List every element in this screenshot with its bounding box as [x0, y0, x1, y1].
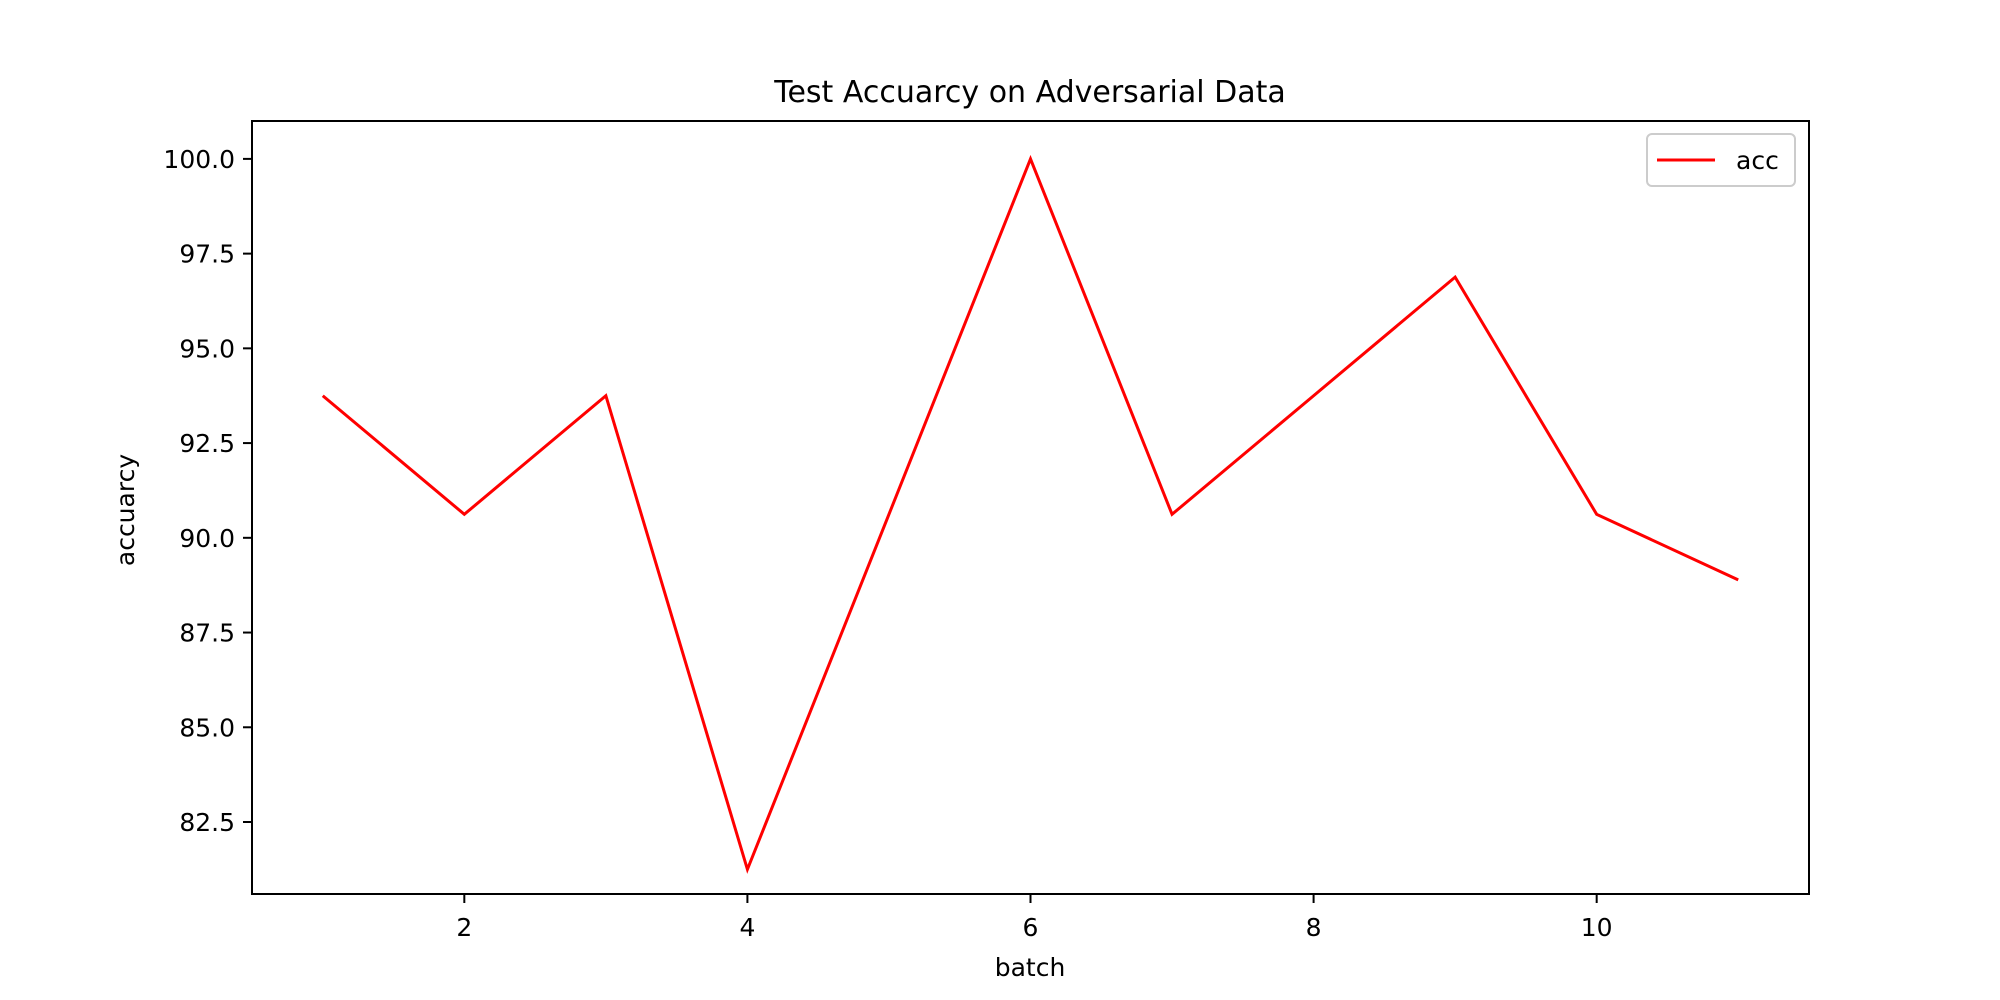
y-tick-label-97.5: 97.5 [179, 240, 235, 269]
x-tick-label-8: 8 [1306, 913, 1322, 942]
chart-title: Test Accuarcy on Adversarial Data [773, 75, 1286, 110]
y-tick-label-85: 85.0 [179, 713, 235, 742]
plot-area: 2 4 6 8 10 82.5 85.0 87.5 90.0 92.5 95.0 97.5 100.0 a… [163, 120, 1810, 942]
y-tick-label-92.5: 92.5 [179, 429, 235, 458]
y-tick-label-82.5: 82.5 [179, 808, 235, 837]
y-tick-label-90: 90.0 [179, 524, 235, 553]
x-tick-label-4: 4 [739, 913, 755, 942]
y-tick-label-100: 100.0 [163, 145, 235, 174]
legend-label-1: acc [1736, 146, 1779, 175]
x-tick-label-10: 10 [1581, 913, 1613, 942]
x-tick-label-2: 2 [456, 913, 472, 942]
y-tick-label-95: 95.0 [179, 334, 235, 363]
y-axis-label: accuarcy [111, 454, 140, 566]
series-line-1 [321, 154, 1739, 874]
y-tick-label-87.5: 87.5 [179, 619, 235, 648]
legend-box [1646, 133, 1796, 187]
x-tick-label-6: 6 [1023, 913, 1039, 942]
x-axis-label: batch [995, 953, 1066, 982]
